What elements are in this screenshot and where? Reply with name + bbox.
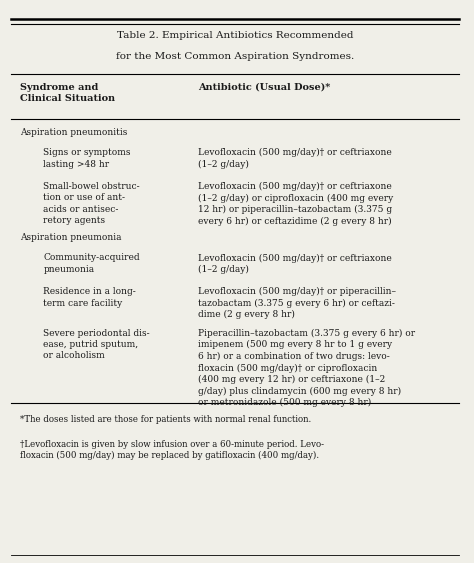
Text: Severe periodontal dis-
ease, putrid sputum,
or alcoholism: Severe periodontal dis- ease, putrid spu…: [44, 329, 150, 360]
Text: Levofloxacin (500 mg/day)† or piperacillin–
tazobactam (3.375 g every 6 hr) or c: Levofloxacin (500 mg/day)† or piperacill…: [198, 287, 396, 319]
Text: Table 2. Empirical Antibiotics Recommended: Table 2. Empirical Antibiotics Recommend…: [117, 30, 353, 39]
Text: Community-acquired
pneumonia: Community-acquired pneumonia: [44, 253, 140, 274]
Text: *The doses listed are those for patients with normal renal function.: *The doses listed are those for patients…: [20, 415, 311, 425]
Text: Piperacillin–tazobactam (3.375 g every 6 hr) or
imipenem (500 mg every 8 hr to 1: Piperacillin–tazobactam (3.375 g every 6…: [198, 329, 415, 408]
Text: Aspiration pneumonia: Aspiration pneumonia: [20, 233, 121, 242]
Text: Levofloxacin (500 mg/day)† or ceftriaxone
(1–2 g/day) or ciprofloxacin (400 mg e: Levofloxacin (500 mg/day)† or ceftriaxon…: [198, 182, 393, 226]
Text: Levofloxacin (500 mg/day)† or ceftriaxone
(1–2 g/day): Levofloxacin (500 mg/day)† or ceftriaxon…: [198, 253, 392, 274]
Text: Antibiotic (Usual Dose)*: Antibiotic (Usual Dose)*: [198, 83, 330, 92]
Text: †Levofloxacin is given by slow infusion over a 60-minute period. Levo-
floxacin : †Levofloxacin is given by slow infusion …: [20, 440, 324, 461]
Text: Syndrome and
Clinical Situation: Syndrome and Clinical Situation: [20, 83, 115, 102]
Text: Signs or symptoms
lasting >48 hr: Signs or symptoms lasting >48 hr: [44, 148, 131, 168]
Text: Levofloxacin (500 mg/day)† or ceftriaxone
(1–2 g/day): Levofloxacin (500 mg/day)† or ceftriaxon…: [198, 148, 392, 169]
Text: Residence in a long-
term care facility: Residence in a long- term care facility: [44, 287, 136, 307]
Text: Small-bowel obstruc-
tion or use of ant-
acids or antisec-
retory agents: Small-bowel obstruc- tion or use of ant-…: [44, 182, 140, 225]
Text: Aspiration pneumonitis: Aspiration pneumonitis: [20, 128, 128, 137]
Text: for the Most Common Aspiration Syndromes.: for the Most Common Aspiration Syndromes…: [116, 52, 354, 61]
